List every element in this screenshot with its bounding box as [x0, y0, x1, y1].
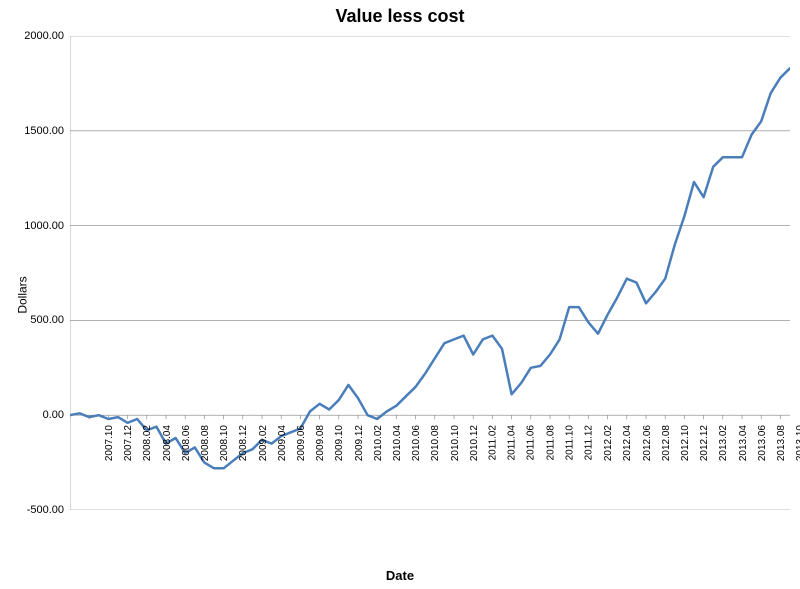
x-tick-label: 2010.02 — [373, 425, 384, 461]
x-tick-label: 2008.08 — [200, 425, 211, 461]
x-tick-label: 2008.04 — [162, 425, 173, 461]
x-tick-label: 2008.10 — [219, 425, 230, 461]
x-tick-label: 2011.10 — [564, 425, 575, 460]
x-tick-label: 2010.12 — [469, 425, 480, 461]
x-tick-label: 2010.06 — [411, 425, 422, 461]
x-tick-label: 2010.04 — [392, 425, 403, 461]
x-tick-label: 2009.02 — [258, 425, 269, 461]
x-tick-label: 2011.06 — [526, 425, 537, 460]
x-tick-label: 2012.12 — [699, 425, 710, 461]
x-tick-label: 2012.08 — [661, 425, 672, 461]
data-line — [70, 68, 790, 468]
x-tick-label: 2010.08 — [431, 425, 442, 461]
y-tick-label: 1500.00 — [0, 125, 64, 137]
x-tick-label: 2011.02 — [487, 425, 498, 460]
x-tick-label: 2009.04 — [277, 425, 288, 461]
x-tick-label: 2007.10 — [104, 425, 115, 461]
x-tick-label: 2009.10 — [335, 425, 346, 461]
y-tick-label: 0.00 — [0, 409, 64, 421]
line-chart: Value less cost Dollars Date -500.00 0.00… — [0, 0, 800, 589]
chart-title: Value less cost — [0, 6, 800, 27]
x-tick-label: 2008.12 — [239, 425, 250, 461]
x-tick-label: 2013.10 — [795, 425, 800, 461]
y-axis-label: Dollars — [16, 276, 30, 313]
x-tick-label: 2011.12 — [583, 425, 594, 460]
x-tick-label: 2013.08 — [776, 425, 787, 461]
x-tick-label: 2012.06 — [642, 425, 653, 461]
x-tick-label: 2011.04 — [507, 425, 518, 460]
x-tick-label: 2012.02 — [603, 425, 614, 461]
x-tick-label: 2012.04 — [623, 425, 634, 461]
x-tick-label: 2013.02 — [719, 425, 730, 461]
x-tick-label: 2008.06 — [181, 425, 192, 461]
x-tick-label: 2012.10 — [680, 425, 691, 461]
x-tick-label: 2011.08 — [545, 425, 556, 460]
x-tick-label: 2009.08 — [315, 425, 326, 461]
y-tick-label: 500.00 — [0, 314, 64, 326]
y-tick-label: 1000.00 — [0, 220, 64, 232]
x-axis-label: Date — [0, 568, 800, 583]
x-tick-label: 2007.12 — [123, 425, 134, 461]
x-tick-label: 2009.12 — [354, 425, 365, 461]
y-tick-label: 2000.00 — [0, 30, 64, 42]
x-tick-label: 2008.02 — [143, 425, 154, 461]
y-tick-label: -500.00 — [0, 504, 64, 516]
x-tick-label: 2009.06 — [296, 425, 307, 461]
x-tick-label: 2010.10 — [450, 425, 461, 461]
x-tick-label: 2013.04 — [738, 425, 749, 461]
x-tick-label: 2013.06 — [757, 425, 768, 461]
